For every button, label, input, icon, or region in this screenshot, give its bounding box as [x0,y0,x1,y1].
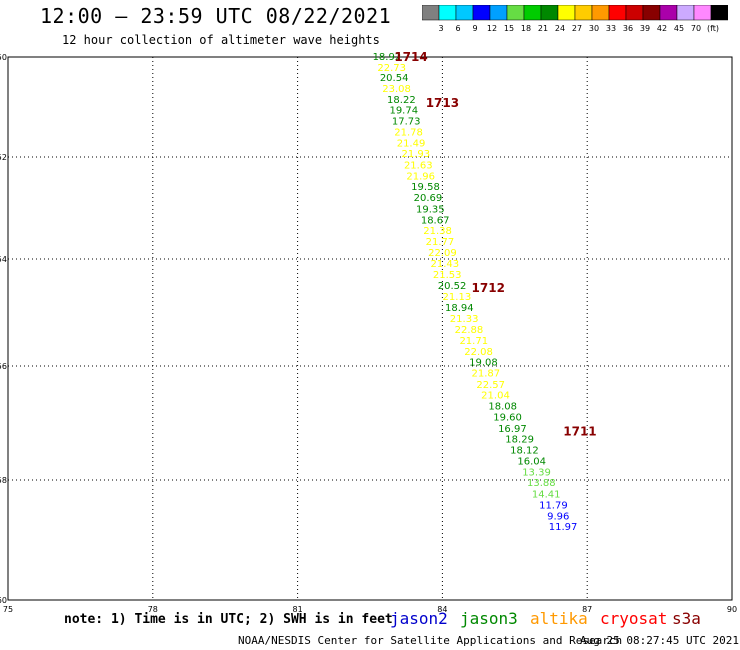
data-point-label: 23.08 [382,84,411,95]
y-tick-label: -50 [0,53,7,62]
data-point-label: 21.13 [443,292,472,303]
page-subtitle: 12 hour collection of altimeter wave hei… [62,33,380,47]
scale-label: 45 [674,24,684,33]
scale-label: 12 [487,24,497,33]
scale-label: 39 [640,24,650,33]
data-point-label: 22.08 [464,347,493,358]
data-point-label: 21.63 [404,161,433,172]
scale-label: 21 [538,24,548,33]
note-text: note: 1) Time is in UTC; 2) SWH is in fe… [64,612,393,627]
data-point-label: 21.53 [433,270,462,281]
y-tick-label: -58 [0,476,7,485]
pass-number-label: 1712 [472,281,505,295]
data-point-label: 19.60 [493,412,522,423]
data-point-label: 13.39 [522,467,551,478]
page-title: 12:00 – 23:59 UTC 08/22/2021 [40,4,392,28]
x-tick-label: 84 [437,605,447,614]
legend-altika: altika [530,609,588,628]
data-point-label: 18.92 [373,52,402,63]
data-point-label: 19.35 [416,204,445,215]
data-point-label: 19.08 [469,358,498,369]
data-point-label: 16.04 [517,456,546,467]
scale-label: 42 [657,24,667,33]
x-tick-label: 78 [148,605,158,614]
data-point-label: 18.12 [510,446,539,457]
data-point-label: 21.04 [481,391,510,402]
data-point-label: 21.71 [459,336,488,347]
data-point-label: 21.49 [397,138,426,149]
pass-number-label: 1714 [394,50,427,64]
y-tick-label: -52 [0,153,7,162]
data-point-label: 21.77 [426,237,455,248]
x-tick-label: 90 [727,605,737,614]
scale-label: 36 [623,24,633,33]
data-point-label: 11.79 [539,500,568,511]
data-point-label: 18.67 [421,215,450,226]
y-tick-label: -56 [0,362,7,371]
pass-number-label: 1711 [563,425,596,439]
x-tick-label: 87 [582,605,592,614]
scale-label: 70 [691,24,701,33]
data-point-label: 21.33 [450,314,479,325]
scale-label: 24 [555,24,565,33]
data-point-label: 16.97 [498,424,527,435]
data-point-label: 18.08 [488,402,517,413]
data-point-label: 21.38 [423,226,452,237]
footer-timestamp: Aug 25 08:27:45 UTC 2021 [580,634,739,647]
plot-frame [7,56,733,601]
data-point-label: 13.88 [527,478,556,489]
scale-label: 15 [504,24,514,33]
y-tick-label: -54 [0,255,7,264]
data-point-label: 21.78 [394,127,423,138]
data-point-label: 18.29 [505,435,534,446]
footer-credit: NOAA/NESDIS Center for Satellite Applica… [238,634,623,647]
x-tick-label: 81 [293,605,303,614]
scale-label: 30 [589,24,599,33]
data-point-label: 21.96 [406,171,435,182]
data-point-label: 21.93 [402,149,431,160]
data-point-label: 19.58 [411,182,440,193]
data-point-label: 9.96 [547,511,569,522]
data-point-label: 18.22 [387,95,416,106]
scale-label: 6 [455,24,460,33]
scale-label: 33 [606,24,616,33]
scale-label: 27 [572,24,582,33]
data-point-label: 18.94 [445,303,474,314]
legend-jason3: jason3 [460,609,518,628]
data-point-label: 21.87 [472,368,501,379]
data-point-label: 14.41 [532,490,561,501]
data-point-label: 17.73 [392,117,421,128]
scale-label: 3 [438,24,443,33]
data-point-label: 21.43 [430,259,459,270]
data-point-label: 22.88 [455,325,484,336]
scale-swatch [710,5,728,21]
scale-label: 18 [521,24,531,33]
legend-jason2: jason2 [390,609,448,628]
y-tick-label: -60 [0,596,7,605]
scale-label: 9 [472,24,477,33]
legend-cryosat: cryosat [600,609,668,628]
data-point-label: 20.54 [380,73,409,84]
x-tick-label: 75 [3,605,13,614]
data-point-label: 22.09 [428,248,457,259]
scale-unit: (ft) [707,24,719,33]
data-point-label: 20.69 [414,193,443,204]
color-scale-legend: 3 6 9 12 15 18 21 24 27 30 33 36 39 42 45 70 (ft) [422,5,728,33]
data-point-label: 19.74 [389,106,418,117]
data-point-label: 22.73 [377,63,406,74]
data-point-label: 11.97 [549,522,578,533]
legend-s3a: s3a [672,609,701,628]
data-point-label: 22.57 [476,380,505,391]
data-point-label: 20.52 [438,281,467,292]
pass-number-label: 1713 [426,96,459,110]
